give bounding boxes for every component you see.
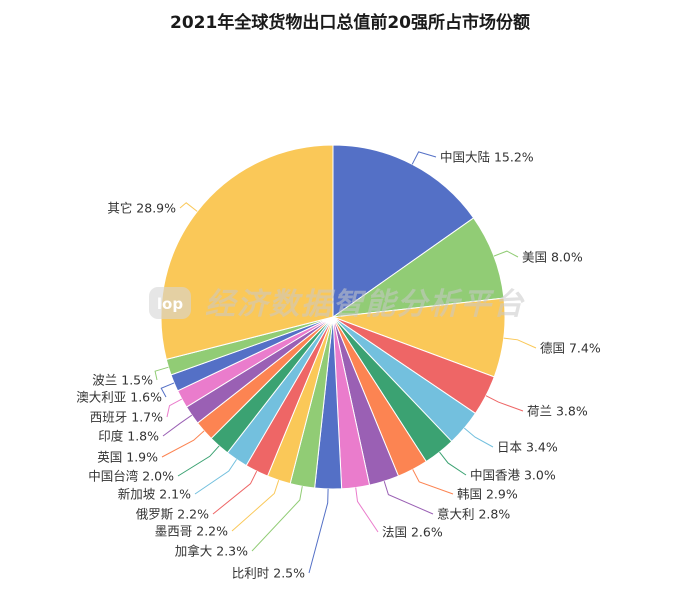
watermark: lop 经济数据智能分析平台 [149,287,525,322]
leader-line [162,414,193,437]
slice-label: 印度 1.8% [98,429,159,444]
slice-label: 韩国 2.9% [457,487,518,502]
leader-line [212,470,258,515]
leader-line [231,480,280,532]
leader-line [439,451,467,476]
slice-label: 英国 1.9% [97,450,158,465]
slice-label: 荷兰 3.8% [527,404,588,419]
slice-label: 墨西哥 2.2% [155,524,228,539]
slice-label: 比利时 2.5% [232,566,305,581]
slice-label: 其它 28.9% [107,201,176,216]
leader-line [411,151,437,165]
leader-line [485,395,524,412]
slice-label: 中国大陆 15.2% [440,150,534,165]
pie-slice [332,144,475,318]
pie-slices [160,144,506,490]
slice-label: 美国 8.0% [522,250,583,265]
leader-line [308,488,329,574]
slice-label: 西班牙 1.7% [90,410,163,425]
leader-line [251,486,303,552]
watermark-text: 经济数据智能分析平台 [205,287,525,322]
slice-labels: 中国大陆 15.2% 美国 8.0% 德国 7.4% 荷兰 3.8% 日本 3.4% 中国… [76,150,601,581]
slice-label: 日本 3.4% [497,440,558,455]
slice-label: 波兰 1.5% [92,373,153,388]
slice-label: 中国台湾 2.0% [88,469,174,484]
leader-line [177,445,220,477]
leader-line [463,427,494,448]
leader-line [355,487,379,533]
slice-label: 德国 7.4% [540,341,601,356]
slice-label: 澳大利亚 1.6% [76,390,162,405]
leader-line [383,481,434,515]
slice-label: 俄罗斯 2.2% [136,507,209,522]
leader-line [412,469,454,495]
leader-line [493,250,519,258]
chart-title: 2021年全球货物出口总值前20强所占市场份额 [170,12,530,33]
leader-line [179,202,198,212]
slice-label: 法国 2.6% [382,525,443,540]
leader-line [154,366,169,381]
leader-line [166,398,183,418]
slice-label: 新加坡 2.1% [118,487,191,502]
watermark-logo [149,287,191,319]
watermark-logo-text: lop [157,295,183,313]
leader-line [503,337,537,349]
leader-line [161,430,205,458]
slice-label: 中国香港 3.0% [470,468,556,483]
pie-slice [160,144,334,360]
slice-label: 加拿大 2.3% [175,544,248,559]
slice-label: 意大利 2.8% [437,507,510,522]
leader-line [194,459,238,495]
leader-line [160,382,175,398]
